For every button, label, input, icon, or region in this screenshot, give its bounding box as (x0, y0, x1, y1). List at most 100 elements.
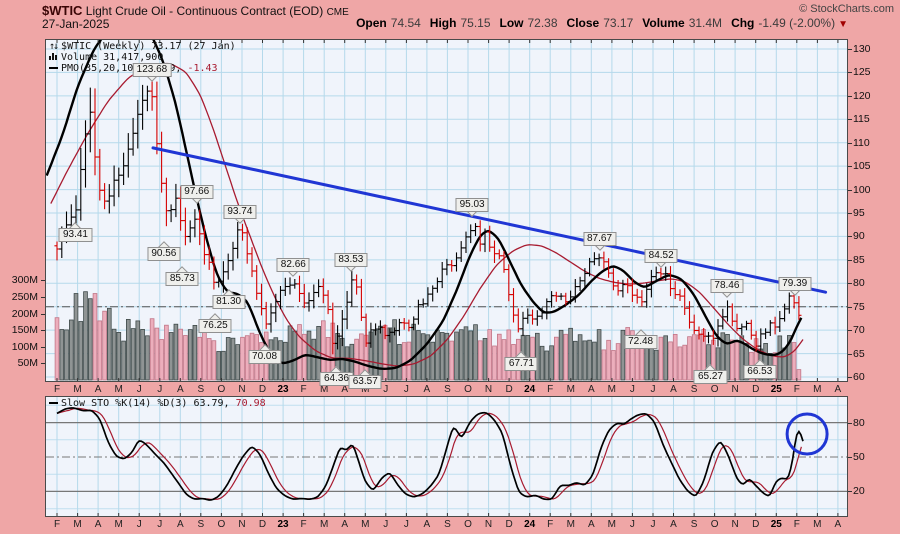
quote-value: 72.38 (527, 16, 558, 30)
month-label: O (464, 384, 472, 395)
axis-tick (848, 259, 852, 261)
quote-value: 31.4M (688, 16, 723, 30)
quote-label: Chg (731, 16, 755, 30)
month-label: O (217, 519, 226, 530)
month-label: F (547, 519, 554, 530)
stochastic-panel (45, 396, 848, 517)
month-label: S (444, 519, 451, 530)
month-label: O (710, 384, 719, 395)
month-label: A (94, 519, 102, 530)
price-axis-label: 60 (853, 371, 865, 383)
month-label: M (114, 384, 123, 395)
month-label: 23 (277, 519, 289, 530)
month-label: J (629, 519, 635, 530)
price-axis-label: 90 (853, 230, 865, 243)
month-label: N (731, 519, 739, 530)
axis-tick (848, 353, 852, 355)
month-label: M (73, 519, 82, 530)
price-annotation: 76.25 (198, 318, 232, 333)
month-label: A (587, 519, 595, 530)
month-label: S (690, 384, 698, 395)
axis-tick (848, 95, 852, 97)
pmo-line-swatch-icon (49, 67, 58, 69)
month-label: A (176, 519, 184, 530)
month-label: 25 (770, 384, 782, 395)
price-axis-label: 100 (853, 183, 871, 196)
ticker-symbol: $WTIC (42, 3, 83, 18)
month-label: M (319, 519, 329, 530)
chg-dropdown-arrow-icon[interactable]: ▼ (838, 19, 848, 30)
month-label: A (587, 384, 595, 395)
month-label: F (300, 384, 307, 395)
price-chart-canvas (46, 40, 847, 381)
axis-tick (848, 189, 852, 191)
month-label: A (423, 384, 431, 395)
axis-tick (41, 346, 45, 348)
month-label: M (114, 519, 123, 530)
axis-tick (848, 236, 852, 238)
quote-label: High (429, 16, 457, 30)
month-label: F (793, 519, 800, 530)
month-label: J (650, 384, 656, 395)
legend-sto-line: Slow STO %K(14) %D(3) 63.79, 70.98 (49, 398, 266, 409)
month-label: D (752, 519, 760, 530)
month-label: J (403, 519, 409, 530)
volume-axis-label: 250M (11, 291, 38, 303)
axis-tick (848, 377, 852, 378)
month-label: O (464, 519, 472, 530)
month-label: A (176, 384, 184, 395)
legend-pmo-line: PMO(35,20,10) -0.49, -1.43 (49, 63, 236, 74)
month-label: F (53, 519, 61, 530)
price-axis-label: 125 (853, 66, 871, 79)
price-annotation: 67.71 (504, 356, 538, 371)
up-down-arrows-icon: ↑↓ (49, 41, 59, 52)
price-panel (45, 39, 848, 382)
month-label: D (258, 519, 267, 530)
month-label: J (383, 384, 389, 395)
month-label: J (403, 384, 409, 395)
axis-tick (848, 283, 852, 285)
quote-value: 73.17 (603, 16, 634, 30)
month-label: D (752, 384, 760, 395)
month-label: J (136, 384, 142, 395)
month-label: F (793, 384, 800, 395)
axis-tick (41, 330, 45, 332)
month-label: J (136, 519, 142, 530)
axis-tick (41, 363, 45, 365)
price-annotation: 95.03 (455, 197, 489, 212)
price-annotation: 97.66 (180, 184, 214, 199)
price-annotation: 63.57 (348, 375, 382, 390)
axis-tick (848, 119, 852, 121)
exchange-label: CME (326, 7, 349, 18)
month-label: A (94, 384, 102, 395)
legend-pmo-text: PMO(35,20,10) -0.49, (61, 63, 182, 74)
month-label: A (341, 519, 349, 530)
legend-volume-line: Volume 31,417,900 (49, 52, 236, 63)
price-axis-label: 65 (853, 347, 865, 360)
price-annotation: 82.66 (276, 257, 310, 272)
quote-value: 74.54 (390, 16, 421, 30)
month-label: M (361, 384, 370, 395)
price-axis-label: 115 (853, 113, 870, 126)
axis-tick (848, 72, 852, 74)
month-label: N (238, 519, 246, 530)
instrument-name: Light Crude Oil - Continuous Contract (E… (82, 4, 327, 18)
chart-date: 27-Jan-2025 (42, 17, 110, 31)
legend-pmo-signal-value: -1.43 (181, 63, 218, 74)
legend-sto-d-value: 70.98 (229, 398, 266, 409)
price-annotation: 65.27 (693, 370, 727, 385)
month-label: J (157, 519, 163, 530)
chart-title: $WTIC Light Crude Oil - Continuous Contr… (42, 2, 349, 18)
price-annotation: 93.41 (58, 228, 92, 243)
price-axis-label: 85 (853, 253, 865, 266)
price-annotation: 79.39 (778, 277, 812, 292)
month-label: F (547, 384, 554, 395)
volume-axis-label: 150M (11, 324, 38, 337)
month-label: A (423, 519, 431, 530)
stochastic-chart-canvas (46, 397, 847, 516)
month-label: S (197, 384, 205, 395)
month-label: N (484, 384, 493, 395)
quote-label: Low (499, 16, 524, 30)
month-label: J (629, 384, 635, 395)
month-label: N (238, 384, 246, 395)
